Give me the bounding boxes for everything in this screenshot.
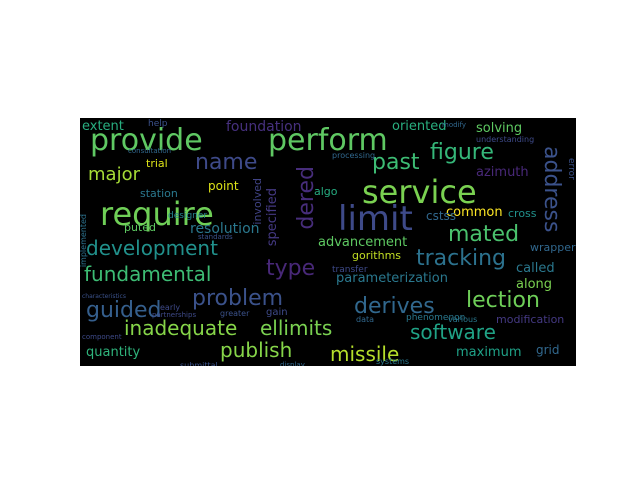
word: wrapper [530, 241, 576, 254]
word: transfer [332, 265, 368, 275]
word: oriented [392, 119, 447, 134]
word: ellimits [260, 316, 333, 340]
word: fundamental [84, 262, 212, 286]
word: trial [146, 157, 168, 170]
word: point [208, 179, 239, 193]
word: data [356, 315, 375, 324]
word: processing [332, 151, 376, 160]
word: characteristics [82, 293, 126, 300]
word: systems [376, 357, 410, 366]
word: missile [330, 342, 400, 366]
word: error [566, 158, 576, 180]
word: derives [354, 294, 435, 319]
word: designer [168, 211, 208, 221]
word: common [446, 205, 503, 220]
word: various [448, 315, 478, 324]
word: along [516, 277, 553, 292]
word: gorithms [352, 249, 402, 262]
word: submittal [180, 361, 218, 367]
word: involved [251, 178, 264, 225]
word: consultation [128, 147, 172, 155]
word: parameterization [336, 271, 448, 286]
word: understanding [476, 135, 535, 144]
word: early [160, 303, 181, 312]
word: cstss [426, 209, 457, 223]
word: phenomenon [406, 313, 466, 323]
word: greater [220, 309, 250, 318]
word: lection [466, 288, 540, 313]
word: address [539, 146, 564, 233]
word: major [88, 164, 140, 185]
word: advancement [318, 235, 408, 250]
word: problem [192, 286, 284, 311]
word: help [148, 119, 168, 129]
word: modification [496, 313, 565, 326]
word: mated [448, 222, 520, 247]
word: past [372, 150, 420, 175]
word: maximum [456, 345, 522, 360]
word: gain [266, 307, 288, 318]
word: station [140, 187, 178, 200]
word: software [410, 320, 496, 344]
word: guided [86, 298, 162, 323]
word: require [100, 195, 214, 233]
word: display [280, 361, 305, 367]
word: cross [508, 207, 537, 220]
word: type [266, 256, 316, 281]
word: limit [338, 199, 413, 239]
word: implemented [80, 214, 88, 268]
word: tracking [416, 246, 507, 271]
word: quantity [86, 345, 141, 360]
word: modify [442, 121, 466, 129]
word: foundation [226, 119, 302, 135]
word: grid [536, 343, 560, 357]
word: name [195, 150, 258, 175]
word-cloud: provide perform require service limit ad… [80, 118, 576, 366]
word: puted [124, 221, 157, 234]
word: azimuth [476, 165, 529, 180]
word: provide [90, 123, 203, 158]
word: inadequate [124, 316, 238, 340]
word: development [86, 236, 218, 260]
word: extent [82, 119, 124, 134]
word: perform [268, 123, 388, 158]
word: component [82, 333, 122, 341]
word: algo [314, 185, 338, 198]
word: resolution [190, 221, 260, 237]
word: publish [220, 338, 293, 362]
word: called [516, 261, 555, 276]
word: service [362, 173, 477, 211]
word: standards [198, 233, 233, 241]
word: partnerships [152, 311, 197, 319]
word: specified [265, 188, 280, 247]
word: solving [476, 121, 523, 136]
word: figure [430, 140, 494, 165]
